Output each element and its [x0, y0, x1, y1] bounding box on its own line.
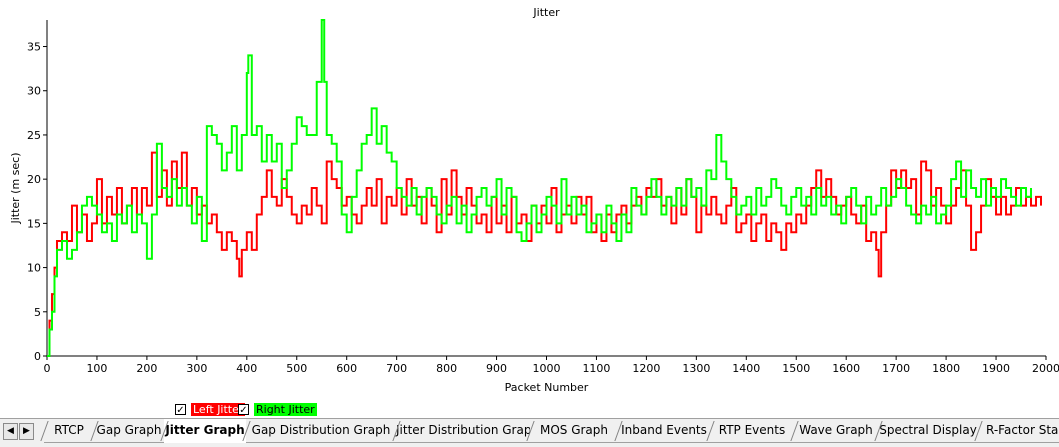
x-tick-label: 700	[386, 362, 407, 375]
jitter-chart-svg: Jitter 0 5 10 15 20 25 30 35 0 100 200 300 400 500 600 7…	[9, 6, 1059, 394]
y-tick-label: 35	[27, 41, 41, 54]
y-tick-label: 20	[27, 173, 41, 186]
tab-rtp-events[interactable]: RTP Events	[710, 419, 794, 443]
series-line-left-jitter	[47, 151, 1043, 357]
tab-spectral-display[interactable]: Spectral Display	[878, 419, 978, 443]
tab-gap-distribution-graph[interactable]: Gap Distribution Graph	[246, 419, 396, 443]
checkbox-right-jitter[interactable]: ✓	[238, 403, 249, 416]
tab-gap-graph[interactable]: Gap Graph	[94, 419, 164, 443]
legend-label-right-jitter: Right Jitter	[254, 402, 317, 416]
tab-jitter-distribution-graph[interactable]: Jitter Distribution Graph	[396, 419, 539, 443]
scroll-right-button[interactable]: ▶	[19, 423, 34, 440]
y-tick-label: 30	[27, 85, 41, 98]
scroll-left-button[interactable]: ◀	[3, 423, 18, 440]
y-tick-label: 5	[34, 306, 41, 319]
x-tick-label: 1200	[632, 362, 660, 375]
y-tick-label: 0	[34, 350, 41, 363]
x-tick-label: 1000	[533, 362, 561, 375]
x-tick-label: 0	[44, 362, 51, 375]
tab-wave-graph[interactable]: Wave Graph	[794, 419, 878, 443]
tab-mos-graph[interactable]: MOS Graph	[530, 419, 618, 443]
x-tick-label: 1600	[832, 362, 860, 375]
x-tick-label: 200	[136, 362, 157, 375]
x-tick-label: 900	[486, 362, 507, 375]
y-axis-label: Jitter (m sec)	[9, 152, 22, 224]
chart-title: Jitter	[532, 6, 560, 19]
legend: ✓ Left Jitter ✓ Right Jitter	[0, 400, 1059, 418]
x-tick-label: 400	[236, 362, 257, 375]
tab-r-factor-statistics[interactable]: R-Factor Sta	[978, 419, 1059, 443]
x-tick-label: 1100	[582, 362, 610, 375]
legend-label-left-jitter: Left Jitter	[191, 402, 246, 416]
x-tick-label: 1900	[982, 362, 1010, 375]
y-tick-label: 15	[27, 217, 41, 230]
x-tick-label: 600	[336, 362, 357, 375]
x-tick-label: 1700	[882, 362, 910, 375]
x-tick-label: 100	[86, 362, 107, 375]
sheet-tab-bar: ◀ ▶ RTCP Gap Graph Jitter Graph Gap Dist…	[0, 418, 1059, 447]
x-tick-label: 1300	[682, 362, 710, 375]
x-tick-label: 800	[436, 362, 457, 375]
series-line-right-jitter	[47, 19, 1033, 357]
x-tick-label: 2000	[1032, 362, 1059, 375]
legend-item-right-jitter[interactable]: ✓ Right Jitter	[238, 402, 317, 416]
x-tick-label: 500	[286, 362, 307, 375]
x-axis-label: Packet Number	[505, 381, 589, 394]
x-tick-label: 300	[186, 362, 207, 375]
checkbox-left-jitter[interactable]: ✓	[175, 403, 186, 416]
y-tick-label: 10	[27, 262, 41, 275]
x-tick-label: 1500	[782, 362, 810, 375]
jitter-chart: Jitter 0 5 10 15 20 25 30 35 0 100 200 300 400 500 600 7…	[9, 6, 1059, 394]
x-tick-label: 1400	[732, 362, 760, 375]
tab-jitter-graph[interactable]: Jitter Graph	[164, 419, 246, 443]
legend-item-left-jitter[interactable]: ✓ Left Jitter	[175, 402, 246, 416]
tab-inband-events[interactable]: Inband Events	[618, 419, 710, 443]
y-tick-label: 25	[27, 129, 41, 142]
x-tick-label: 1800	[932, 362, 960, 375]
tab-rtcp[interactable]: RTCP	[44, 419, 94, 443]
